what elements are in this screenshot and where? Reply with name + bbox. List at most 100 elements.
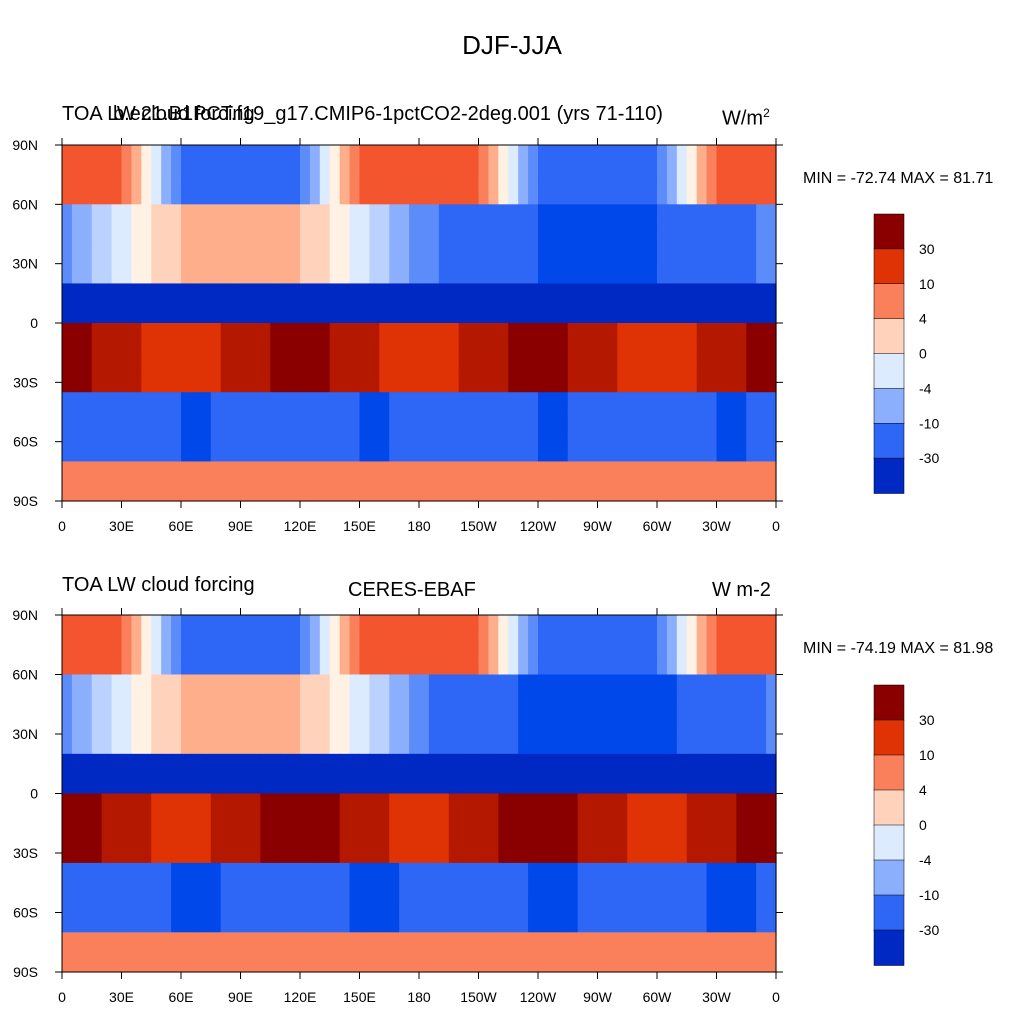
- map-cell: [210, 451, 222, 463]
- map-cell: [617, 753, 628, 765]
- map-cell: [736, 145, 747, 156]
- map-cell: [280, 421, 291, 433]
- map-cell: [141, 684, 152, 695]
- map-cell: [716, 421, 728, 433]
- map-cell: [686, 783, 698, 795]
- map-cell: [349, 684, 361, 695]
- map-cell: [250, 421, 261, 433]
- map-cell: [448, 714, 460, 725]
- map-cell: [557, 714, 569, 725]
- map-cell: [746, 421, 757, 433]
- map-cell: [369, 644, 380, 656]
- map-cell: [359, 714, 371, 725]
- map-cell: [300, 471, 311, 482]
- map-cell: [488, 164, 499, 176]
- map-cell: [716, 823, 728, 834]
- map-cell: [280, 184, 291, 196]
- map-cell: [161, 372, 172, 383]
- map-cell: [617, 263, 628, 275]
- map-cell: [587, 922, 599, 933]
- map-cell: [666, 862, 678, 874]
- map-cell: [508, 204, 519, 215]
- map-cell: [329, 813, 341, 824]
- map-cell: [498, 912, 509, 924]
- map-cell: [706, 684, 718, 695]
- map-cell: [161, 803, 172, 814]
- map-cell: [766, 882, 777, 894]
- map-cell: [349, 441, 361, 453]
- map-cell: [141, 793, 152, 805]
- map-cell: [676, 902, 688, 914]
- map-cell: [756, 412, 767, 423]
- map-cell: [171, 704, 182, 715]
- map-cell: [538, 402, 549, 413]
- map-cell: [290, 273, 301, 285]
- map-cell: [171, 803, 182, 814]
- map-cell: [448, 451, 460, 463]
- map-cell: [200, 912, 212, 924]
- map-cell: [300, 164, 311, 176]
- map-cell: [200, 491, 212, 502]
- map-cell: [538, 833, 549, 844]
- map-cell: [458, 184, 470, 196]
- map-cell: [389, 224, 400, 235]
- map-cell: [647, 164, 658, 176]
- map-cell: [339, 362, 351, 374]
- map-cell: [329, 342, 341, 354]
- map-cell: [161, 674, 172, 686]
- map-cell: [428, 872, 440, 884]
- map-cell: [260, 491, 271, 502]
- map-cell: [101, 243, 113, 255]
- map-cell: [478, 164, 490, 176]
- map-cell: [181, 843, 192, 854]
- map-cell: [359, 734, 371, 745]
- map-cell: [81, 892, 93, 904]
- map-cell: [756, 253, 767, 265]
- map-cell: [627, 164, 638, 176]
- map-cell: [161, 654, 172, 666]
- map-cell: [349, 753, 361, 765]
- map-cell: [458, 714, 470, 725]
- map-cell: [478, 634, 490, 646]
- map-cell: [250, 624, 261, 636]
- map-cell: [686, 902, 698, 914]
- map-cell: [250, 145, 261, 156]
- map-cell: [240, 273, 252, 285]
- map-cell: [419, 783, 430, 795]
- map-cell: [161, 724, 172, 735]
- map-cell: [756, 922, 767, 933]
- map-cell: [488, 234, 499, 245]
- map-cell: [280, 912, 291, 924]
- map-cell: [62, 421, 73, 433]
- map-cell: [607, 714, 618, 725]
- map-cell: [181, 352, 192, 364]
- map-cell: [518, 853, 529, 864]
- map-cell: [756, 793, 767, 805]
- map-cell: [62, 892, 73, 904]
- map-cell: [141, 263, 152, 275]
- map-cell: [438, 872, 450, 884]
- map-cell: [756, 372, 767, 383]
- map-cell: [339, 332, 351, 344]
- map-cell: [498, 803, 509, 814]
- map-cell: [101, 382, 113, 393]
- map-cell: [428, 753, 440, 765]
- map-cell: [349, 382, 361, 393]
- map-cell: [379, 273, 390, 285]
- map-cell: [647, 674, 658, 686]
- map-cell: [280, 303, 291, 314]
- map-cell: [359, 194, 371, 205]
- map-cell: [607, 214, 618, 225]
- map-cell: [696, 684, 708, 695]
- map-cell: [220, 313, 232, 324]
- map-cell: [181, 382, 192, 393]
- map-cell: [151, 644, 162, 656]
- map-cell: [339, 793, 351, 805]
- map-cell: [210, 194, 222, 205]
- map-cell: [270, 412, 281, 423]
- map-cell: [538, 644, 549, 656]
- map-cell: [240, 402, 252, 413]
- map-cell: [766, 402, 777, 413]
- map-cell: [131, 194, 142, 205]
- map-cell: [577, 734, 589, 745]
